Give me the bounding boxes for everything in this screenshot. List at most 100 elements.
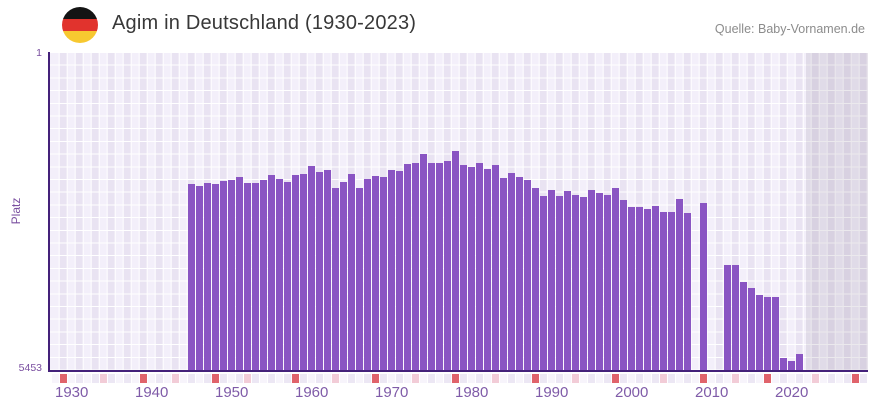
bar-2018[interactable] (772, 297, 780, 370)
strip-cell-1999 (619, 374, 627, 383)
strip-cell-2028 (851, 374, 859, 383)
bar-2019[interactable] (780, 358, 788, 370)
bar-1967[interactable] (364, 178, 372, 370)
bar-1981[interactable] (476, 163, 484, 370)
strip-cell-1998 (611, 374, 619, 383)
bar-1953[interactable] (252, 183, 260, 370)
bar-2013[interactable] (732, 264, 740, 370)
bar-1988[interactable] (532, 187, 540, 370)
bar-1978[interactable] (452, 150, 460, 370)
bar-2021[interactable] (796, 354, 804, 370)
bar-1965[interactable] (348, 173, 356, 370)
bar-1986[interactable] (516, 177, 524, 370)
strip-cell-2004 (659, 374, 667, 383)
bar-2007[interactable] (684, 212, 692, 370)
bar-1958[interactable] (292, 175, 300, 370)
bar-1956[interactable] (276, 178, 284, 370)
bar-1975[interactable] (428, 163, 436, 370)
bar-1963[interactable] (332, 187, 340, 370)
strip-cell-1994 (579, 374, 587, 383)
strip-cell-1967 (363, 374, 371, 383)
bar-2012[interactable] (724, 264, 732, 370)
bar-2003[interactable] (652, 205, 660, 370)
strip-cell-1949 (219, 374, 227, 383)
bar-2014[interactable] (740, 282, 748, 370)
bar-1995[interactable] (588, 189, 596, 370)
bar-2002[interactable] (644, 209, 652, 370)
strip-cell-2013 (731, 374, 739, 383)
bar-2005[interactable] (668, 211, 676, 370)
strip-cell-1978 (451, 374, 459, 383)
bar-2001[interactable] (636, 207, 644, 370)
bar-1947[interactable] (204, 182, 212, 370)
bar-1960[interactable] (308, 166, 316, 370)
bar-1948[interactable] (212, 183, 220, 370)
bar-2004[interactable] (660, 211, 668, 370)
bar-1970[interactable] (388, 169, 396, 370)
bar-1966[interactable] (356, 187, 364, 370)
bar-1972[interactable] (404, 163, 412, 370)
bar-1991[interactable] (556, 195, 564, 370)
bar-1950[interactable] (228, 179, 236, 370)
bar-1946[interactable] (196, 186, 204, 370)
bar-2017[interactable] (764, 297, 772, 370)
x-axis-tick-1960: 1960 (295, 384, 329, 401)
bar-1990[interactable] (548, 189, 556, 370)
bar-1951[interactable] (236, 176, 244, 370)
bar-1971[interactable] (396, 171, 404, 370)
bar-1987[interactable] (524, 180, 532, 370)
bar-1949[interactable] (220, 180, 228, 370)
strip-cell-2014 (739, 374, 747, 383)
bar-1959[interactable] (300, 174, 308, 370)
bar-1974[interactable] (420, 154, 428, 370)
bar-1997[interactable] (604, 194, 612, 370)
y-axis-tick-bottom: 5453 (18, 362, 42, 374)
bar-1969[interactable] (380, 176, 388, 370)
bar-1954[interactable] (260, 180, 268, 370)
bar-1993[interactable] (572, 194, 580, 370)
strip-cell-1977 (443, 374, 451, 383)
strip-cell-1965 (347, 374, 355, 383)
bar-2009[interactable] (700, 203, 708, 370)
strip-cell-1944 (179, 374, 187, 383)
bar-1973[interactable] (412, 162, 420, 370)
bar-1983[interactable] (492, 165, 500, 370)
bar-1996[interactable] (596, 193, 604, 370)
strip-cell-1957 (283, 374, 291, 383)
bar-1955[interactable] (268, 175, 276, 370)
strip-cell-2006 (675, 374, 683, 383)
bar-1957[interactable] (284, 182, 292, 370)
bar-1964[interactable] (340, 181, 348, 370)
bar-1994[interactable] (580, 197, 588, 370)
bar-1968[interactable] (372, 176, 380, 370)
bar-1982[interactable] (484, 169, 492, 370)
x-axis-tick-2020: 2020 (775, 384, 809, 401)
bar-1979[interactable] (460, 165, 468, 370)
bar-1976[interactable] (436, 162, 444, 370)
bar-1999[interactable] (620, 199, 628, 370)
bar-2006[interactable] (676, 198, 684, 370)
bar-2015[interactable] (748, 287, 756, 370)
bar-1989[interactable] (540, 195, 548, 370)
bar-1945[interactable] (188, 183, 196, 370)
x-axis-tick-1930: 1930 (55, 384, 89, 401)
strip-cell-1997 (603, 374, 611, 383)
bar-1984[interactable] (500, 178, 508, 370)
bar-1962[interactable] (324, 170, 332, 370)
bar-1961[interactable] (316, 171, 324, 370)
strip-cell-2024 (819, 374, 827, 383)
bar-2020[interactable] (788, 360, 796, 370)
bar-2000[interactable] (628, 206, 636, 370)
bar-2016[interactable] (756, 294, 764, 370)
strip-cell-2007 (683, 374, 691, 383)
bar-1985[interactable] (508, 173, 516, 370)
bar-1980[interactable] (468, 167, 476, 370)
bar-1998[interactable] (612, 188, 620, 370)
bar-1992[interactable] (564, 191, 572, 370)
strip-cell-1993 (571, 374, 579, 383)
strip-cell-2009 (699, 374, 707, 383)
strip-cell-1973 (411, 374, 419, 383)
bar-1977[interactable] (444, 160, 452, 370)
bar-1952[interactable] (244, 182, 252, 370)
